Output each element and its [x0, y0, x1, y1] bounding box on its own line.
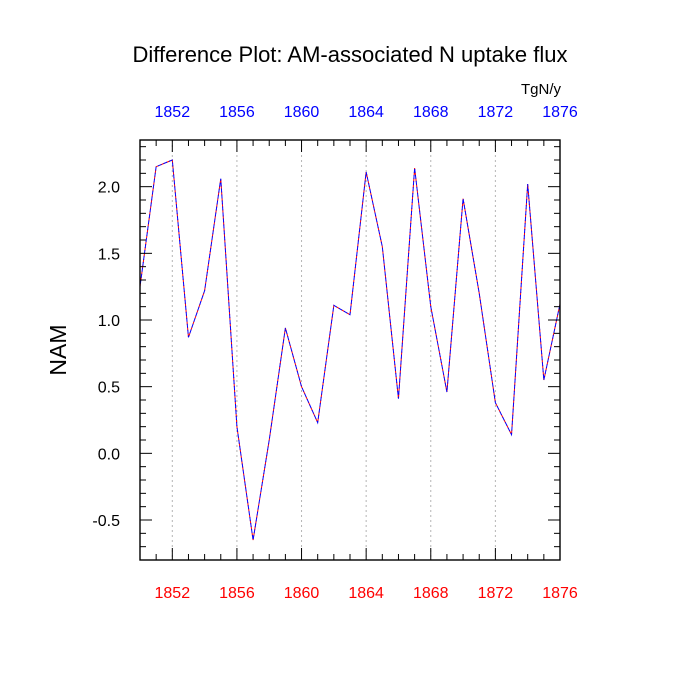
- x-tick-label-top: 1876: [542, 104, 578, 121]
- x-tick-label-bottom: 1876: [542, 585, 578, 602]
- x-tick-label-bottom: 1860: [284, 585, 320, 602]
- y-tick-label: 1.0: [98, 313, 120, 330]
- series-lines: [139, 159, 561, 541]
- x-tick-label-bottom: 1872: [478, 585, 514, 602]
- x-tick-label-bottom: 1868: [413, 585, 449, 602]
- y-tick-label: 0.0: [98, 446, 120, 463]
- chart-title: Difference Plot: AM-associated N uptake …: [133, 42, 568, 67]
- units-label: TgN/y: [521, 81, 562, 98]
- x-tick-label-bottom: 1852: [155, 585, 191, 602]
- x-tick-label-top: 1856: [219, 104, 255, 121]
- tick-labels: 1852 1852 1856 1856 1860 1860 1864 1864 1868 1868…: [92, 104, 577, 602]
- y-tick-label: -0.5: [92, 513, 120, 530]
- x-tick-label-top: 1860: [284, 104, 320, 121]
- plot-frame: [139, 139, 561, 561]
- axis-ticks: [140, 140, 561, 560]
- x-tick-label-top: 1864: [348, 104, 384, 121]
- x-tick-label-top: 1872: [478, 104, 514, 121]
- x-tick-label-bottom: 1864: [348, 585, 384, 602]
- y-tick-label: 0.5: [98, 380, 120, 397]
- x-tick-label-top: 1852: [155, 104, 191, 121]
- series-line-blue: [139, 159, 561, 541]
- y-axis-label: NAM: [45, 324, 71, 375]
- y-tick-label: 2.0: [98, 180, 120, 197]
- series-line-red: [139, 159, 561, 541]
- gridlines: [171, 140, 496, 560]
- x-tick-label-top: 1868: [413, 104, 449, 121]
- x-tick-label-bottom: 1856: [219, 585, 255, 602]
- y-tick-label: 1.5: [98, 246, 120, 263]
